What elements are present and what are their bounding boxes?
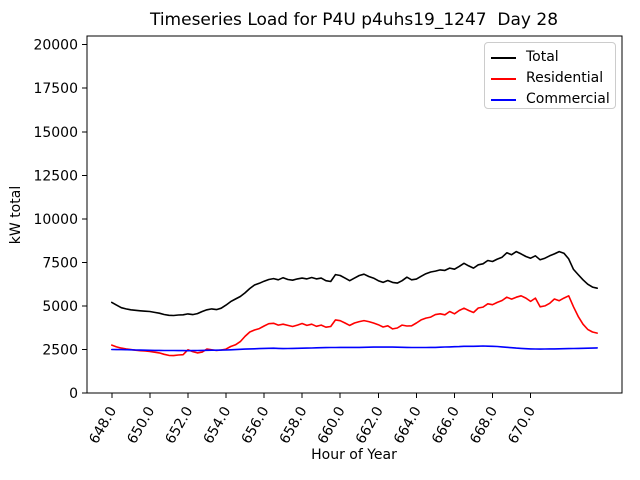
series-line-commercial [111,345,599,352]
x-tick-label: 648.0 [86,404,120,447]
legend-item-residential: Residential [491,68,609,89]
y-tick-label: 0 [69,386,78,402]
total-line-swatch-icon [491,56,516,59]
legend-label-commercial: Commercial [526,91,610,107]
x-tick-label: 666.0 [429,404,463,447]
y-tick-label: 7500 [42,255,78,271]
series-lines [111,250,599,357]
x-tick-label: 650.0 [124,404,158,447]
y-tick-label: 15000 [33,125,78,141]
y-tick-label: 17500 [33,81,78,97]
y-tick-label: 12500 [33,168,78,184]
chart-title: Timeseries Load for P4U p4uhs19_1247 Day… [149,10,558,30]
plot-area-border [86,35,623,394]
y-axis-label: kW total [8,186,24,244]
y-tick-label: 5000 [42,299,78,315]
x-tick-label: 660.0 [315,404,349,447]
legend-item-total: Total [491,47,609,68]
y-axis-ticks: 0 2500 5000 7500 10000 12500 15000 17500 20000 [33,38,87,402]
commercial-line-swatch-icon [491,98,516,101]
residential-line-swatch-icon [491,77,516,80]
x-tick-label: 652.0 [162,404,196,447]
x-tick-label: 662.0 [353,404,387,447]
series-line-residential [111,294,599,357]
x-tick-label: 670.0 [505,404,539,447]
legend-label-residential: Residential [526,70,604,86]
x-tick-label: 658.0 [277,404,311,447]
y-tick-label: 20000 [33,38,78,54]
y-tick-label: 2500 [42,342,78,358]
legend-label-total: Total [526,49,559,65]
x-tick-label: 654.0 [201,404,235,447]
x-tick-label: 668.0 [467,404,501,447]
series-line-total [111,250,599,317]
x-tick-label: 664.0 [391,404,425,447]
legend: Total Residential Commercial [484,42,616,109]
x-tick-label: 656.0 [239,404,273,447]
x-axis-label: Hour of Year [311,447,397,463]
x-axis-ticks: 648.0 650.0 652.0 654.0 656.0 658.0 660.0 662.0… [86,393,539,447]
legend-item-commercial: Commercial [491,89,610,110]
y-tick-label: 10000 [33,212,78,228]
